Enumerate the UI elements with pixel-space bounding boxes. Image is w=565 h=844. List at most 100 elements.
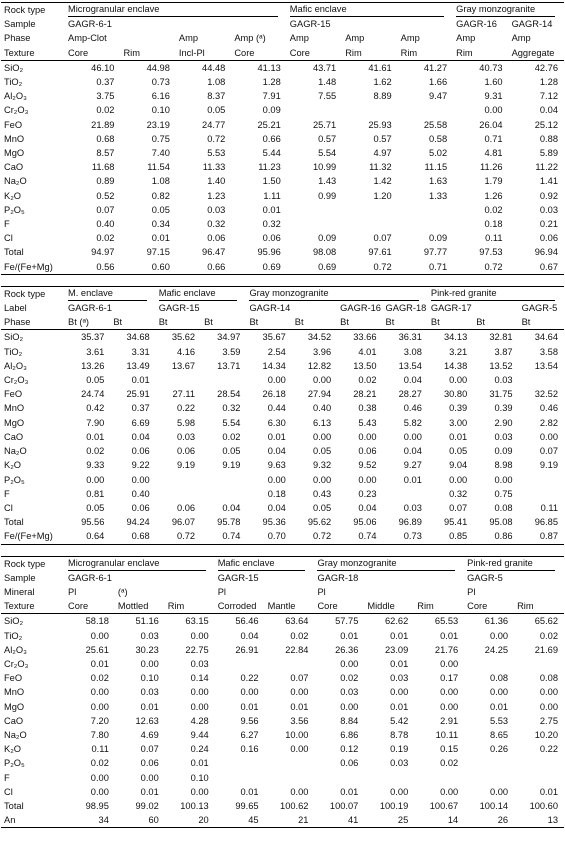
cell: 0.01 [131,375,150,386]
row-label: MgO [4,701,25,712]
cell: 0.32 [262,219,281,230]
rock-type: Pink-red granite [464,555,564,571]
cell: 0.15 [440,744,459,755]
header-row: Label GAGR-6-1 GAGR-15 GAGR-14 GAGR-16 GAGR-1… [1,301,564,315]
rock-type-name: Gray monzogranite [249,287,419,301]
cell: 23.19 [146,119,170,130]
data-row: SiO₂ 46.10 44.98 44.48 41.13 43.71 41.61 41.27 4… [1,60,564,75]
data-table: Rock type M. enclave Mafic enclave Gray mon… [1,285,564,545]
cell: 0.03 [539,204,558,215]
cell: 0.00 [489,786,509,797]
cell: 95.06 [353,517,377,528]
cell: 100.07 [329,800,359,811]
cell: 0.00 [440,786,459,797]
cell: 65.62 [534,616,558,627]
data-row: Na₂O 0.02 0.06 0.06 0.05 0.04 0.05 0.06 0.04 0.05… [1,444,564,458]
cell: 0.02 [484,204,503,215]
row-label: K₂O [4,744,22,755]
cell: 0.10 [190,772,209,783]
cell: 0.01 [140,701,159,712]
cell: 0.56 [65,259,121,275]
cell: 0.69 [286,259,343,275]
cell: 0.00 [539,701,558,712]
column-header: Pl [467,586,476,597]
cell: 5.53 [489,715,509,726]
column-header: Amp [345,33,365,44]
cell: 0.02 [539,630,558,641]
cell: 10.00 [285,729,309,740]
data-row: CaO 7.20 12.63 4.28 9.56 3.56 8.84 5.42 2.91 5.53… [1,714,564,728]
cell: 0.18 [267,488,286,499]
cell: 31.75 [489,389,513,400]
cell: 94.24 [126,517,150,528]
column-header [414,585,464,599]
cell: 0.64 [65,529,111,545]
cell: 22.75 [185,644,209,655]
cell: 0.01 [140,786,159,797]
row-label: MgO [4,417,25,428]
cell [464,756,514,770]
header-label: Sample [4,572,36,583]
row-label: TiO₂ [4,630,23,641]
cell: 0.00 [390,687,409,698]
cell: 1.28 [539,77,558,88]
row-label: K₂O [4,190,22,201]
cell: 0.22 [539,744,558,755]
cell: 0.10 [140,673,159,684]
cell: 0.68 [96,133,115,144]
cell: 63.15 [185,616,209,627]
cell: 0.02 [340,673,359,684]
header-row: Phase Bt (ᵃ) Bt Bt Bt Bt Bt Bt Bt Bt Bt Bt [1,315,564,331]
data-row: CaO 0.01 0.04 0.03 0.02 0.01 0.00 0.00 0.00 0.01 0… [1,430,564,444]
cell: 0.69 [231,259,287,275]
column-header: Rim [120,45,176,61]
cell: 0.03 [207,204,226,215]
row-label: CaO [4,431,24,442]
column-header: Core [231,45,287,61]
cell: 0.01 [86,431,105,442]
cell: 35.67 [262,332,286,343]
cell: 1.08 [151,176,170,187]
cell: 56.46 [235,616,259,627]
cell: 21.69 [534,644,558,655]
cell: 11.15 [424,162,448,173]
cell: 0.39 [449,403,468,414]
row-label: Cl [4,786,13,797]
cell: 0.72 [342,259,398,275]
cell: 0.72 [291,529,338,545]
cell: 1.11 [263,190,281,201]
column-header: Bt [337,315,383,331]
cell: 0.08 [539,673,558,684]
cell: 11.26 [479,162,503,173]
cell: 0.99 [318,190,337,201]
cell: 3.56 [290,715,309,726]
cell: 0.10 [151,105,170,116]
cell: 0.07 [373,233,392,244]
cell: 100.13 [180,800,209,811]
cell: 14.38 [443,360,468,371]
column-header [265,585,315,599]
cell: 1.08 [207,77,226,88]
data-row: Cr₂O₃ 0.05 0.01 0.00 0.00 0.02 0.04 0.00 0.03 [1,373,564,387]
cell: 0.00 [290,786,309,797]
cell: 0.04 [131,431,150,442]
cell: 25.93 [368,119,392,130]
cell: 100.14 [479,800,509,811]
cell: 57.75 [335,616,359,627]
data-row: Al₂O₃ 13.26 13.49 13.67 13.71 14.34 12.82 13.50… [1,359,564,373]
cell: 13.26 [81,360,105,371]
rock-type-name: Gray monzogranite [456,3,555,18]
cell: 0.03 [140,687,159,698]
cell: 0.00 [267,474,286,485]
data-row: K₂O 0.11 0.07 0.24 0.16 0.00 0.12 0.19 0.15 0.26 0… [1,742,564,756]
column-header: Pl [317,586,326,597]
cell: 0.66 [175,259,232,275]
header-label: Phase [4,33,31,44]
row-label: SiO₂ [4,332,24,343]
cell: 0.71 [397,259,454,275]
cell: 0.68 [110,529,156,545]
cell: 61.36 [484,616,509,627]
row-label: Cr₂O₃ [4,658,29,669]
cell: 0.11 [540,502,558,513]
